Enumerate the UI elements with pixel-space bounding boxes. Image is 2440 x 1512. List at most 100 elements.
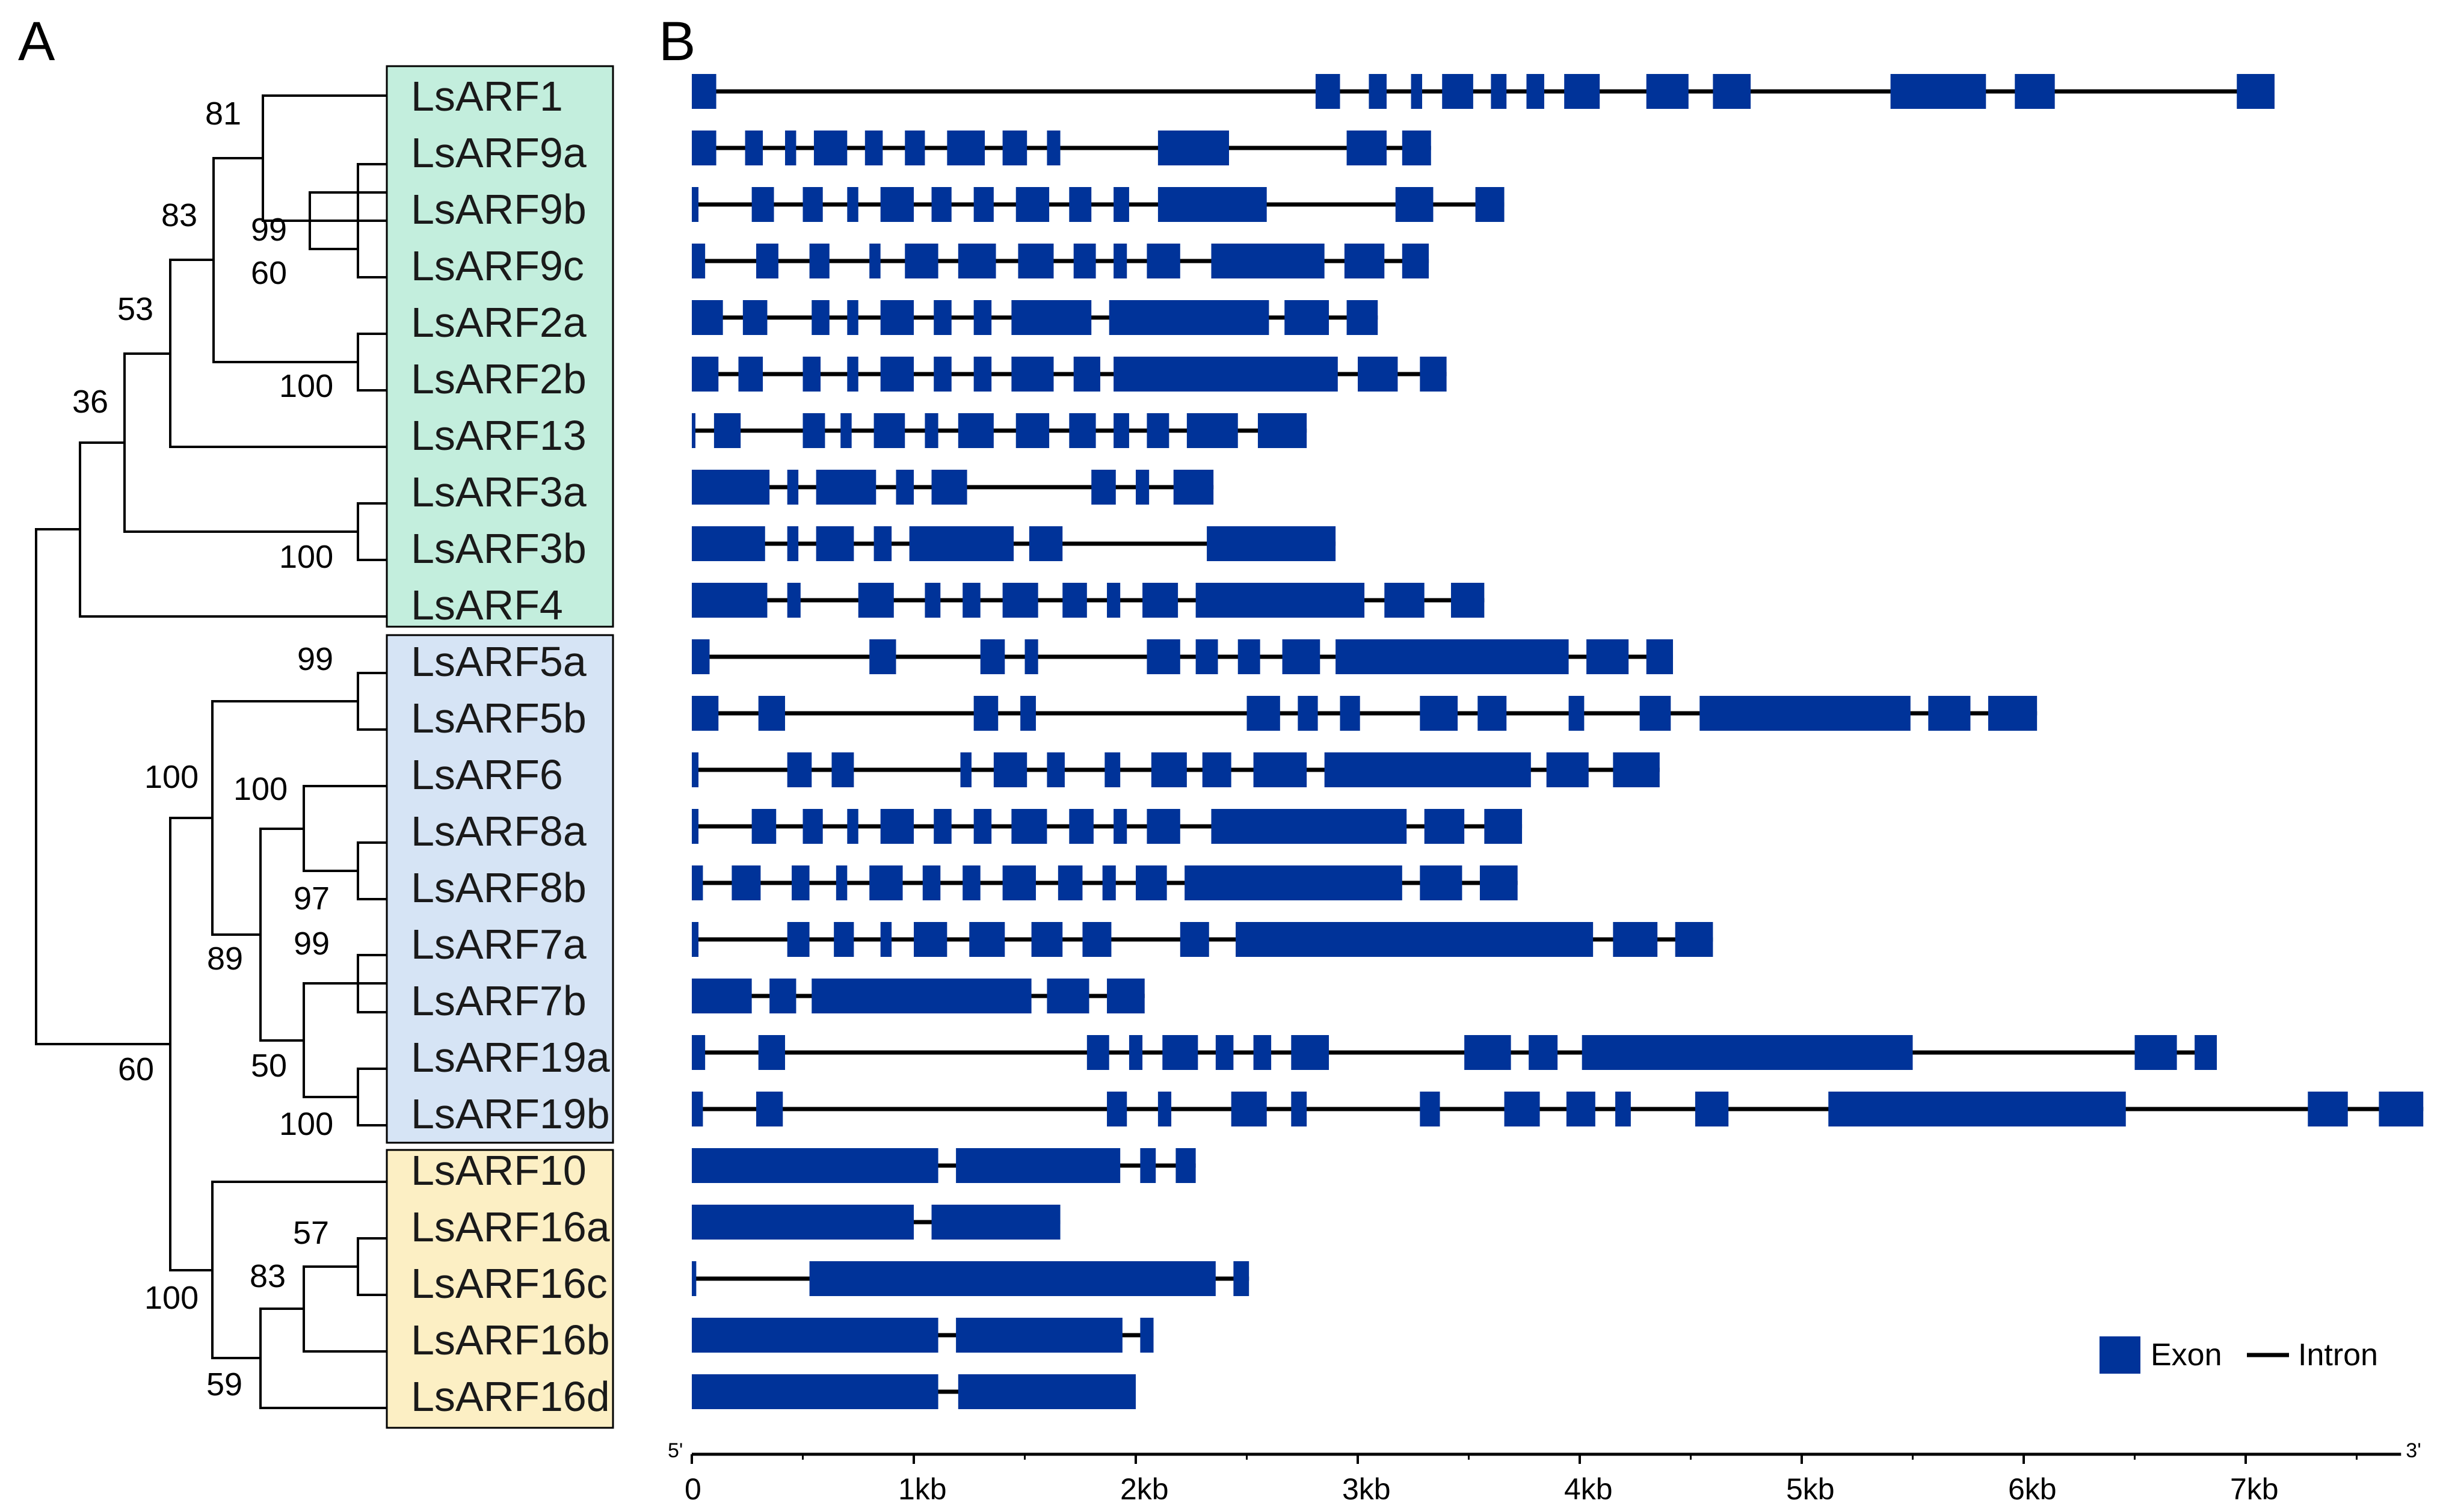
gene-label-lsarf2a: LsARF2a bbox=[411, 299, 587, 346]
gene-label-lsarf5a: LsARF5a bbox=[411, 638, 587, 685]
tree-branch bbox=[211, 700, 358, 936]
exon-block bbox=[692, 1374, 938, 1409]
exon-block bbox=[692, 244, 706, 278]
exon-block bbox=[1324, 752, 1531, 787]
gene-structure-lsarf6 bbox=[692, 752, 1660, 787]
gene-label-lsarf19b: LsARF19b bbox=[411, 1090, 610, 1137]
gene-label-lsarf8a: LsARF8a bbox=[411, 808, 587, 855]
axis-end-label: 3' bbox=[2406, 1439, 2421, 1462]
exon-block bbox=[993, 752, 1027, 787]
gene-label-lsarf3b: LsARF3b bbox=[411, 525, 587, 572]
exon-block bbox=[1073, 244, 1096, 278]
exon-block bbox=[1566, 1092, 1595, 1126]
exon-block bbox=[1114, 809, 1127, 844]
exon-block bbox=[803, 187, 823, 222]
exon-block bbox=[980, 639, 1005, 674]
bootstrap-value: 99 bbox=[251, 212, 287, 248]
exon-block bbox=[1011, 357, 1054, 392]
gene-label-lsarf16d: LsARF16d bbox=[411, 1373, 610, 1420]
exon-block bbox=[692, 1261, 697, 1296]
exon-block bbox=[692, 865, 703, 900]
legend-exon-swatch bbox=[2100, 1336, 2140, 1374]
exon-block bbox=[864, 131, 883, 165]
exon-block bbox=[1069, 187, 1092, 222]
axis-tick-label: 4kb bbox=[1564, 1472, 1613, 1506]
gene-structure-lsarf5b bbox=[692, 696, 2038, 731]
exon-block bbox=[1586, 639, 1629, 674]
exon-block bbox=[858, 583, 894, 618]
exon-block bbox=[873, 526, 892, 561]
exon-block bbox=[803, 809, 823, 844]
exon-block bbox=[787, 583, 801, 618]
exon-block bbox=[958, 413, 994, 448]
exon-block bbox=[1253, 752, 1307, 787]
bootstrap-value: 100 bbox=[144, 759, 199, 795]
gene-structure-lsarf16b bbox=[692, 1318, 1154, 1353]
tree-branch bbox=[357, 502, 387, 561]
exon-block bbox=[1107, 979, 1145, 1013]
bootstrap-value: 100 bbox=[279, 1106, 333, 1142]
exon-block bbox=[813, 131, 848, 165]
gene-structure-lsarf8a bbox=[692, 809, 1523, 844]
legend-intron-label: Intron bbox=[2298, 1338, 2378, 1372]
exon-block bbox=[1236, 922, 1594, 957]
exon-block bbox=[692, 131, 716, 165]
gene-structure-lsarf2b bbox=[692, 357, 1447, 392]
tree-branch bbox=[79, 441, 387, 618]
exon-block bbox=[1147, 809, 1180, 844]
exon-block bbox=[2379, 1092, 2424, 1126]
tree-branch bbox=[357, 672, 387, 731]
bootstrap-value: 89 bbox=[207, 941, 243, 977]
axis-tick-label: 0 bbox=[685, 1472, 701, 1506]
exon-block bbox=[2015, 74, 2055, 109]
exon-block bbox=[1713, 74, 1751, 109]
exon-block bbox=[1047, 752, 1065, 787]
exon-block bbox=[880, 300, 914, 335]
exon-block bbox=[1157, 1092, 1172, 1126]
axis-start-label: 5' bbox=[668, 1439, 683, 1462]
exon-block bbox=[1002, 865, 1036, 900]
exon-block bbox=[1890, 74, 1986, 109]
exon-block bbox=[1140, 1148, 1156, 1183]
exon-block bbox=[692, 809, 699, 844]
tree-branch bbox=[303, 785, 387, 872]
exon-block bbox=[1484, 809, 1523, 844]
tree-branch bbox=[357, 333, 387, 392]
exon-block bbox=[1195, 639, 1218, 674]
exon-block bbox=[847, 187, 858, 222]
exon-block bbox=[958, 1374, 1136, 1409]
axis-tick-label: 3kb bbox=[1342, 1472, 1391, 1506]
exon-block bbox=[1475, 187, 1505, 222]
axis-tick-label: 5kb bbox=[1786, 1472, 1835, 1506]
exon-block bbox=[1107, 583, 1121, 618]
exon-block bbox=[1136, 865, 1167, 900]
exon-block bbox=[1450, 583, 1485, 618]
gene-structure-lsarf13 bbox=[692, 413, 1307, 448]
bootstrap-value: 53 bbox=[117, 291, 153, 327]
clade-box-1 bbox=[386, 65, 614, 628]
exon-block bbox=[1015, 187, 1050, 222]
exon-block bbox=[1147, 639, 1180, 674]
exon-block bbox=[692, 752, 699, 787]
tree-branch bbox=[303, 982, 358, 1098]
bootstrap-value: 36 bbox=[72, 384, 108, 420]
exon-block bbox=[692, 583, 768, 618]
exon-block bbox=[1047, 131, 1061, 165]
exon-block bbox=[812, 979, 1032, 1013]
exon-block bbox=[963, 583, 981, 618]
exon-block bbox=[1284, 300, 1329, 335]
tree-branch bbox=[262, 94, 387, 222]
gene-structure-lsarf19a bbox=[692, 1035, 2217, 1070]
exon-block bbox=[787, 922, 810, 957]
exon-block bbox=[1015, 413, 1050, 448]
exon-block bbox=[1109, 300, 1269, 335]
gene-structure-lsarf1 bbox=[692, 74, 2275, 109]
exon-block bbox=[1211, 244, 1325, 278]
exon-block bbox=[969, 922, 1005, 957]
exon-block bbox=[2195, 1035, 2217, 1070]
exon-block bbox=[1020, 696, 1036, 731]
exon-block bbox=[742, 300, 768, 335]
exon-block bbox=[1526, 74, 1544, 109]
gene-labels: LsARF1 LsARF9a LsARF9b LsARF9c LsARF2a L… bbox=[411, 73, 610, 1420]
gene-label-lsarf4: LsARF4 bbox=[411, 582, 563, 628]
